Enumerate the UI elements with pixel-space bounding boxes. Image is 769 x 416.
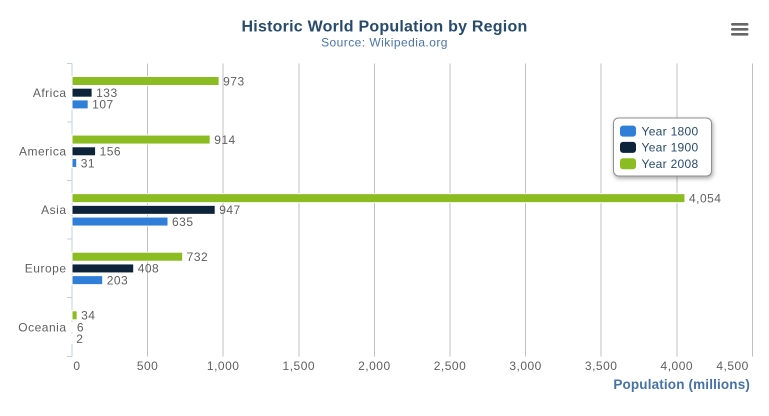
- svg-text:Population (millions): Population (millions): [613, 377, 750, 392]
- svg-text:732: 732: [187, 250, 209, 264]
- svg-text:31: 31: [81, 156, 95, 170]
- svg-text:973: 973: [223, 74, 245, 88]
- svg-text:0: 0: [73, 359, 80, 373]
- svg-text:947: 947: [219, 203, 241, 217]
- svg-text:Asia: Asia: [41, 203, 66, 217]
- svg-text:4,054: 4,054: [689, 191, 722, 205]
- svg-text:500: 500: [137, 359, 159, 373]
- svg-text:2: 2: [76, 332, 83, 346]
- svg-text:3,000: 3,000: [509, 359, 542, 373]
- svg-text:635: 635: [172, 215, 194, 229]
- svg-text:408: 408: [138, 262, 160, 276]
- svg-text:914: 914: [214, 133, 236, 147]
- svg-text:Source: Wikipedia.org: Source: Wikipedia.org: [321, 36, 448, 50]
- svg-text:1,000: 1,000: [207, 359, 240, 373]
- svg-text:6: 6: [77, 320, 84, 334]
- svg-text:America: America: [19, 145, 67, 159]
- svg-text:Year 1800: Year 1800: [642, 124, 699, 138]
- svg-text:Year 1900: Year 1900: [642, 141, 699, 155]
- svg-text:Africa: Africa: [33, 86, 67, 100]
- svg-text:156: 156: [100, 145, 122, 159]
- svg-text:203: 203: [107, 273, 129, 287]
- svg-text:4,500: 4,500: [716, 359, 749, 373]
- svg-text:Year 2008: Year 2008: [642, 157, 699, 171]
- svg-text:3,500: 3,500: [585, 359, 618, 373]
- svg-text:1,500: 1,500: [283, 359, 316, 373]
- svg-text:Europe: Europe: [25, 262, 67, 276]
- svg-text:107: 107: [92, 98, 114, 112]
- svg-text:133: 133: [96, 86, 118, 100]
- svg-text:2,000: 2,000: [358, 359, 391, 373]
- svg-text:Historic World Population by R: Historic World Population by Region: [242, 19, 528, 36]
- svg-text:34: 34: [81, 309, 95, 323]
- svg-text:4,000: 4,000: [661, 359, 694, 373]
- svg-text:2,500: 2,500: [434, 359, 467, 373]
- svg-text:Oceania: Oceania: [18, 320, 66, 334]
